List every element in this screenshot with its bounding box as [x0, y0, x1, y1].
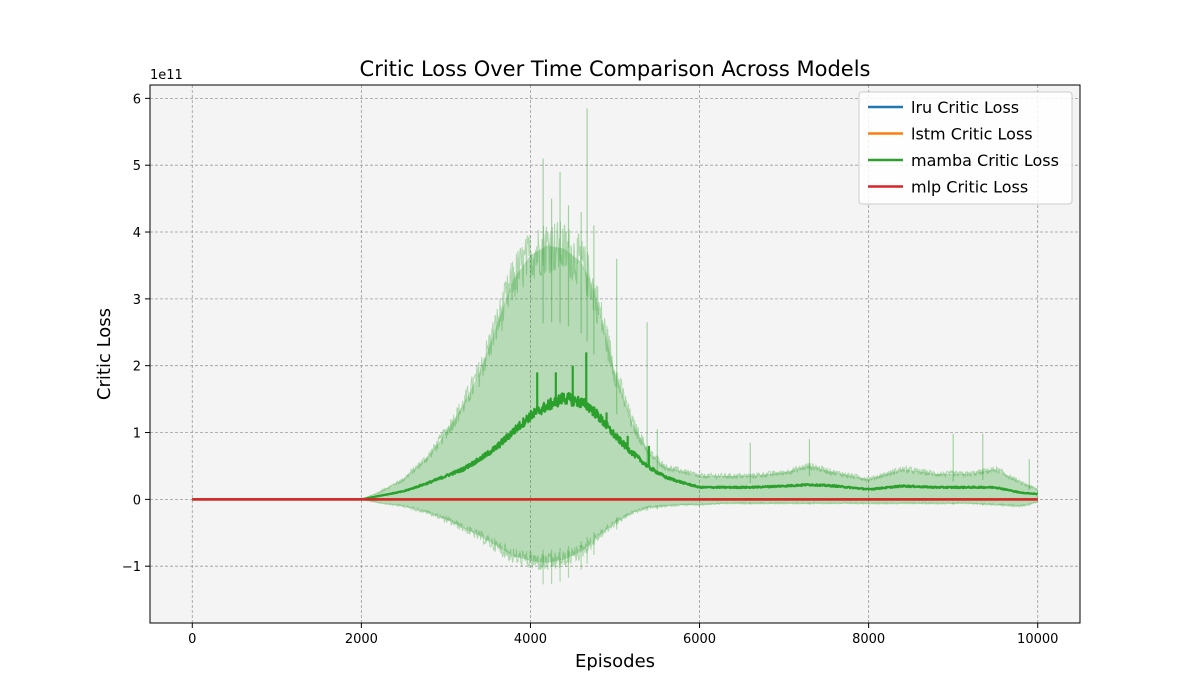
- legend-entry-label: lstm Critic Loss: [911, 125, 1033, 144]
- x-tick-label: 4000: [514, 632, 547, 647]
- y-tick-label: 6: [133, 92, 141, 107]
- y-axis-ticks: −1 0 1 2 3 4 5 6: [122, 92, 150, 575]
- y-axis-scale-label: 1e11: [150, 68, 183, 83]
- legend-box: [858, 91, 1073, 205]
- series-line-2: [192, 392, 1039, 501]
- x-tick-label: 0: [188, 632, 196, 647]
- x-tick-label: 6000: [683, 632, 716, 647]
- legend-entry-label: lru Critic Loss: [911, 98, 1019, 117]
- y-tick-label: 3: [133, 293, 141, 308]
- x-axis-label: Episodes: [575, 651, 655, 672]
- y-tick-label: 1: [133, 427, 141, 442]
- x-tick-label: 8000: [852, 632, 885, 647]
- legend: lru Critic Loss lstm Critic Loss mamba Cri…: [858, 91, 1073, 205]
- y-tick-label: 5: [133, 159, 141, 174]
- y-axis-label: Critic Loss: [94, 308, 115, 400]
- x-tick-label: 2000: [345, 632, 378, 647]
- mamba-band-fill: [192, 245, 1038, 563]
- plot-frame: [149, 84, 1081, 624]
- series-lines: [192, 352, 1039, 501]
- y-tick-label: 2: [133, 360, 141, 375]
- mamba-band-upper-edge: [361, 221, 1039, 500]
- y-tick-label: 4: [133, 226, 141, 241]
- mamba-variance-band: [192, 108, 1039, 585]
- chart-title: Critic Loss Over Time Comparison Across …: [360, 57, 871, 81]
- x-tick-label: 10000: [1017, 632, 1058, 647]
- x-axis-ticks: 0 2000 4000 6000 8000 10000: [188, 623, 1058, 647]
- y-tick-label: −1: [122, 560, 141, 575]
- legend-entry-label: mlp Critic Loss: [911, 178, 1028, 197]
- legend-entry-label: mamba Critic Loss: [911, 151, 1059, 170]
- y-tick-label: 0: [133, 493, 141, 508]
- mamba-band-lower-edge: [361, 498, 1039, 571]
